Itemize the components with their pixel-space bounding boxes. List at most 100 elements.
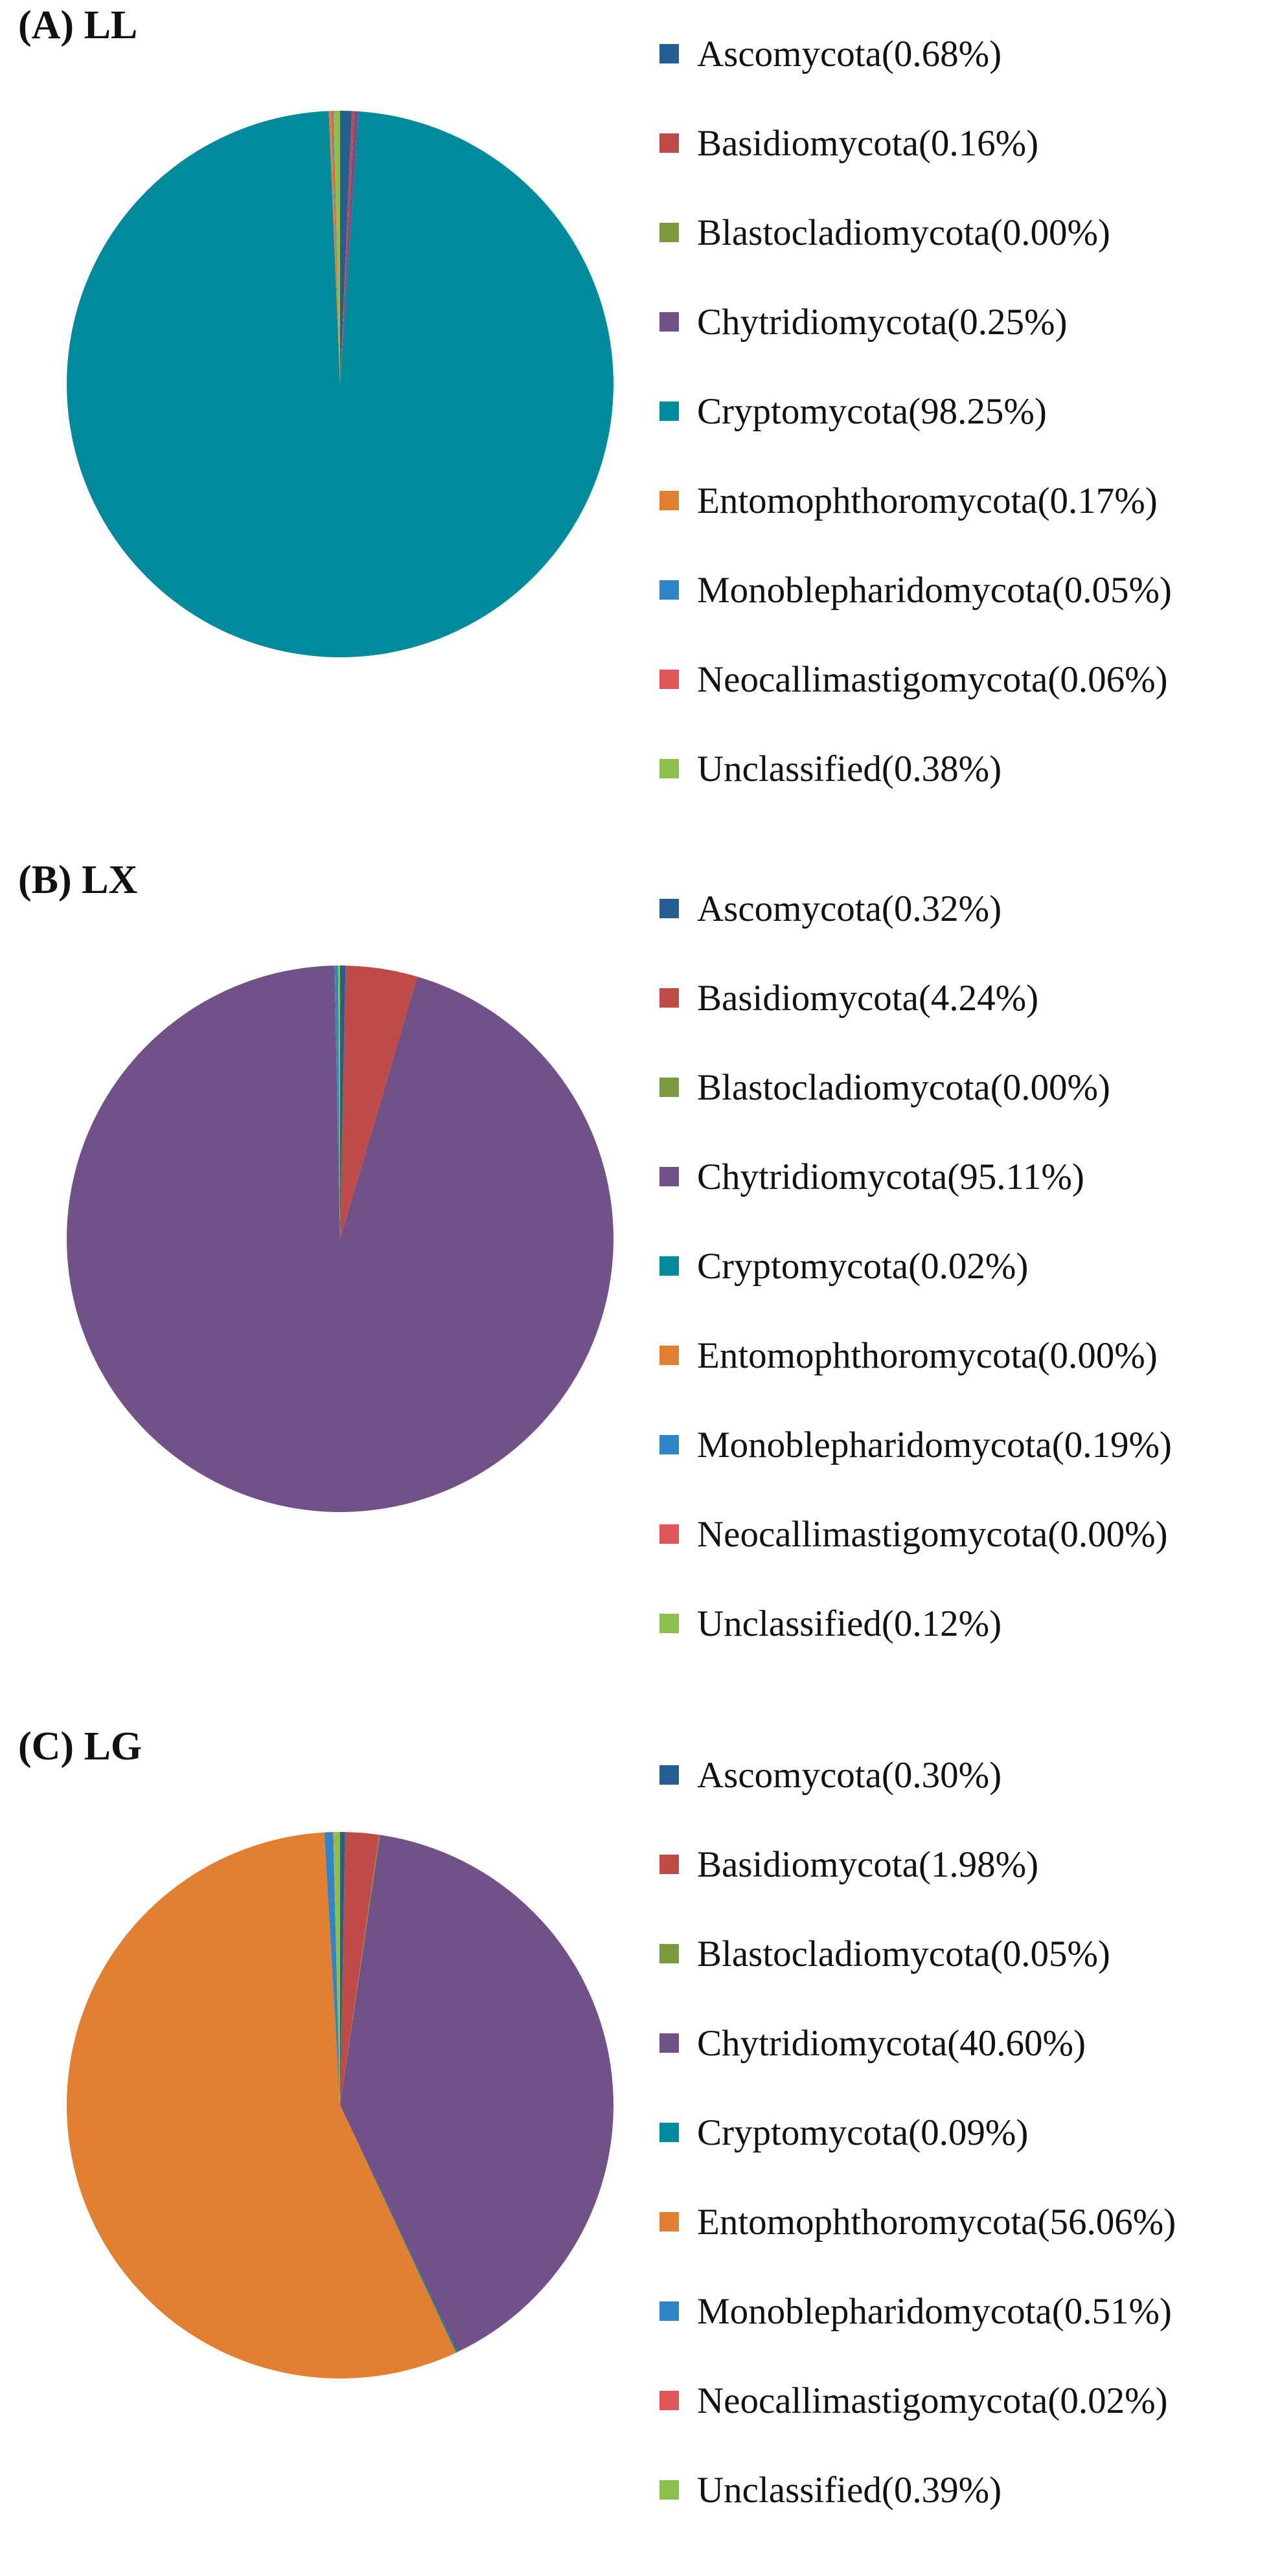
legend-item-entomophthoromycota-lg: Entomophthoromycota(56.06%)	[659, 2177, 1176, 2266]
legend-item-neocallimastigomycota-lg: Neocallimastigomycota(0.02%)	[659, 2356, 1176, 2445]
legend-item-monoblepharidomycota-lx: Monoblepharidomycota(0.19%)	[659, 1400, 1172, 1489]
panel-title-lg: (C) LG	[18, 1724, 143, 1768]
legend-label: Chytridiomycota(95.11%)	[697, 1156, 1084, 1197]
legend-label: Blastocladiomycota(0.00%)	[697, 1067, 1110, 1108]
pie-panel-lx: (B) LX Ascomycota(0.32%) Basidiomycota(4.…	[0, 855, 1282, 1710]
legend-item-chytridiomycota-lx: Chytridiomycota(95.11%)	[659, 1132, 1172, 1221]
legend-label: Ascomycota(0.30%)	[697, 1754, 1002, 1796]
legend-label: Cryptomycota(98.25%)	[697, 390, 1047, 432]
panel-title-lx: (B) LX	[18, 858, 138, 902]
pie-slice-basidiomycota-ll	[340, 111, 355, 384]
legend-label: Blastocladiomycota(0.05%)	[697, 1933, 1110, 1974]
legend-item-blastocladiomycota-lx: Blastocladiomycota(0.00%)	[659, 1043, 1172, 1132]
pie-slice-cryptomycota-lg	[340, 2105, 458, 2353]
legend-swatch	[659, 2480, 679, 2500]
legend-label: Neocallimastigomycota(0.02%)	[697, 2380, 1168, 2421]
legend-swatch	[659, 1944, 679, 1963]
legend-item-ascomycota-lx: Ascomycota(0.32%)	[659, 864, 1172, 953]
legend-item-monoblepharidomycota-ll: Monoblepharidomycota(0.05%)	[659, 545, 1172, 635]
pie-slice-cryptomycota-lx	[334, 966, 340, 1239]
legend-swatch	[659, 988, 679, 1008]
pie-slice-ascomycota-ll	[340, 111, 352, 384]
legend-label: Monoblepharidomycota(0.19%)	[697, 1424, 1172, 1465]
legend-ll: Ascomycota(0.68%) Basidiomycota(0.16%) Bla…	[659, 9, 1172, 813]
pie-chart-lg	[67, 1832, 614, 2378]
legend-item-cryptomycota-lg: Cryptomycota(0.09%)	[659, 2088, 1176, 2177]
legend-swatch	[659, 2123, 679, 2142]
legend-item-monoblepharidomycota-lg: Monoblepharidomycota(0.51%)	[659, 2266, 1176, 2356]
legend-swatch	[659, 670, 679, 689]
legend-label: Monoblepharidomycota(0.05%)	[697, 569, 1172, 611]
legend-label: Entomophthoromycota(0.00%)	[697, 1335, 1158, 1376]
legend-swatch	[659, 1435, 679, 1454]
pie-chart-lx	[67, 966, 614, 1513]
legend-item-unclassified-lx: Unclassified(0.12%)	[659, 1579, 1172, 1668]
legend-label: Cryptomycota(0.09%)	[697, 2112, 1029, 2153]
pie-panel-lg: (C) LG Ascomycota(0.30%) Basidiomycota(1.…	[0, 1721, 1282, 2576]
legend-label: Unclassified(0.39%)	[697, 2469, 1002, 2511]
legend-label: Unclassified(0.38%)	[697, 748, 1002, 789]
legend-label: Basidiomycota(4.24%)	[697, 977, 1039, 1019]
legend-swatch	[659, 1346, 679, 1365]
pie-slice-monoblepharidomycota-ll	[332, 111, 340, 384]
legend-swatch	[659, 2033, 679, 2053]
pie-chart-ll	[67, 111, 614, 658]
legend-item-blastocladiomycota-ll: Blastocladiomycota(0.00%)	[659, 188, 1172, 277]
legend-label: Basidiomycota(1.98%)	[697, 1844, 1039, 1885]
pie-slice-monoblepharidomycota-lx	[334, 966, 340, 1239]
pie-slice-chytridiomycota-lx	[67, 966, 614, 1513]
legend-label: Cryptomycota(0.02%)	[697, 1245, 1029, 1287]
legend-label: Monoblepharidomycota(0.51%)	[697, 2290, 1172, 2332]
legend-swatch	[659, 899, 679, 918]
pie-slice-ascomycota-lx	[340, 966, 346, 1239]
legend-item-ascomycota-ll: Ascomycota(0.68%)	[659, 9, 1172, 98]
legend-swatch	[659, 2212, 679, 2231]
pie-slice-unclassified-ll	[333, 111, 340, 384]
legend-item-neocallimastigomycota-lx: Neocallimastigomycota(0.00%)	[659, 1489, 1172, 1579]
legend-item-cryptomycota-lx: Cryptomycota(0.02%)	[659, 1221, 1172, 1311]
pie-slice-basidiomycota-lx	[340, 966, 418, 1239]
legend-label: Unclassified(0.12%)	[697, 1603, 1002, 1644]
legend-item-blastocladiomycota-lg: Blastocladiomycota(0.05%)	[659, 1909, 1176, 1998]
legend-swatch	[659, 491, 679, 510]
legend-swatch	[659, 1256, 679, 1276]
legend-swatch	[659, 1524, 679, 1544]
legend-swatch	[659, 2391, 679, 2410]
legend-lg: Ascomycota(0.30%) Basidiomycota(1.98%) Bla…	[659, 1730, 1176, 2535]
legend-swatch	[659, 44, 679, 63]
legend-label: Basidiomycota(0.16%)	[697, 122, 1039, 164]
legend-item-cryptomycota-ll: Cryptomycota(98.25%)	[659, 367, 1172, 456]
legend-item-chytridiomycota-lg: Chytridiomycota(40.60%)	[659, 1998, 1176, 2088]
pie-slice-chytridiomycota-ll	[340, 111, 359, 384]
legend-item-neocallimastigomycota-ll: Neocallimastigomycota(0.06%)	[659, 635, 1172, 724]
legend-label: Ascomycota(0.68%)	[697, 33, 1002, 74]
legend-swatch	[659, 2301, 679, 2321]
legend-label: Entomophthoromycota(56.06%)	[697, 2201, 1176, 2243]
legend-swatch	[659, 580, 679, 600]
legend-label: Blastocladiomycota(0.00%)	[697, 212, 1110, 253]
legend-swatch	[659, 133, 679, 153]
legend-item-unclassified-lg: Unclassified(0.39%)	[659, 2445, 1176, 2535]
panel-title-ll: (A) LL	[18, 3, 138, 47]
pie-slice-ascomycota-lg	[340, 1832, 345, 2105]
legend-label: Ascomycota(0.32%)	[697, 888, 1002, 929]
legend-lx: Ascomycota(0.32%) Basidiomycota(4.24%) Bla…	[659, 864, 1172, 1668]
legend-label: Entomophthoromycota(0.17%)	[697, 480, 1158, 521]
legend-swatch	[659, 1614, 679, 1633]
pie-slice-entomophthoromycota-lg	[67, 1832, 457, 2378]
legend-item-ascomycota-lg: Ascomycota(0.30%)	[659, 1730, 1176, 1820]
pie-slice-neocallimastigomycota-ll	[332, 111, 340, 384]
legend-item-unclassified-ll: Unclassified(0.38%)	[659, 724, 1172, 813]
legend-item-entomophthoromycota-lx: Entomophthoromycota(0.00%)	[659, 1311, 1172, 1400]
legend-swatch	[659, 223, 679, 242]
pie-panel-ll: (A) LL Ascomycota(0.68%) Basidiomycota(0.…	[0, 0, 1282, 855]
pie-slice-neocallimastigomycota-lg	[333, 1832, 340, 2105]
legend-item-chytridiomycota-ll: Chytridiomycota(0.25%)	[659, 277, 1172, 367]
legend-label: Neocallimastigomycota(0.00%)	[697, 1513, 1168, 1555]
legend-item-basidiomycota-ll: Basidiomycota(0.16%)	[659, 98, 1172, 188]
pie-slice-basidiomycota-lg	[340, 1832, 380, 2105]
pie-slice-blastocladiomycota-lg	[340, 1835, 380, 2105]
legend-item-basidiomycota-lx: Basidiomycota(4.24%)	[659, 953, 1172, 1043]
legend-label: Chytridiomycota(40.60%)	[697, 2022, 1086, 2064]
legend-item-entomophthoromycota-ll: Entomophthoromycota(0.17%)	[659, 456, 1172, 545]
